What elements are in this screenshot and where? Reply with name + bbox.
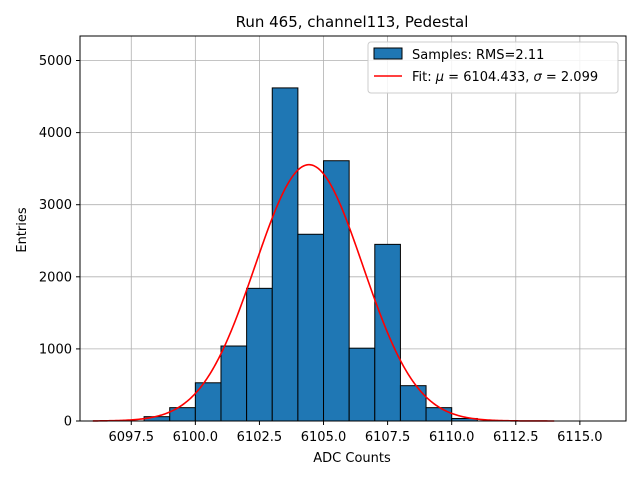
histogram-bar (297, 233, 325, 422)
y-tick-label: 5000 (39, 54, 72, 69)
histogram-bar (399, 385, 427, 422)
legend: Samples: RMS=2.11 Fit: μ = 6104.433, σ =… (367, 41, 619, 94)
x-axis-label: ADC Counts (313, 451, 391, 466)
y-tick-label: 3000 (39, 198, 72, 213)
legend-box (367, 41, 619, 94)
x-tick-label: 6102.5 (237, 430, 283, 445)
histogram-bars (143, 87, 478, 422)
histogram-bar (246, 287, 273, 422)
x-tick-label: 6107.5 (365, 430, 411, 445)
y-tick-label: 4000 (39, 126, 72, 141)
histogram-bar (425, 407, 453, 422)
legend-fit-label: Fit: μ = 6104.433, σ = 2.099 (412, 70, 598, 85)
histogram-bar (323, 160, 350, 422)
plot-frame (79, 35, 627, 422)
legend-fit-sigma-value: = 2.099 (542, 70, 598, 85)
legend-fit-sigma-symbol: σ (534, 70, 543, 85)
legend-samples-label: Samples: RMS=2.11 (412, 48, 544, 63)
legend-fit-mu-symbol: μ (435, 70, 444, 85)
chart-title: Run 465, channel113, Pedestal (236, 13, 469, 31)
legend-fit-prefix: Fit: (412, 70, 436, 85)
y-axis-label: Entries (15, 207, 30, 253)
histogram-bar (348, 347, 376, 422)
legend-fit-mu-value: = 6104.433, (444, 70, 533, 85)
x-axis-ticks: 6097.5 6100.0 6102.5 6105.0 6107.5 6110.0 6112… (109, 421, 603, 445)
x-tick-label: 6097.5 (109, 430, 155, 445)
x-tick-label: 6105.0 (301, 430, 347, 445)
histogram-bar (271, 87, 299, 422)
x-tick-label: 6115.0 (557, 430, 603, 445)
x-tick-label: 6112.5 (493, 430, 539, 445)
gaussian-fit (92, 163, 555, 422)
x-tick-label: 6100.0 (173, 430, 219, 445)
y-axis-ticks: 0 1000 2000 3000 4000 5000 (39, 54, 80, 430)
x-tick-label: 6110.0 (429, 430, 475, 445)
legend-bar-swatch (373, 47, 403, 60)
y-tick-label: 0 (64, 415, 72, 430)
histogram-bar (220, 345, 248, 422)
fit-curve (92, 163, 555, 422)
y-tick-label: 1000 (39, 342, 72, 357)
y-tick-label: 2000 (39, 270, 72, 285)
